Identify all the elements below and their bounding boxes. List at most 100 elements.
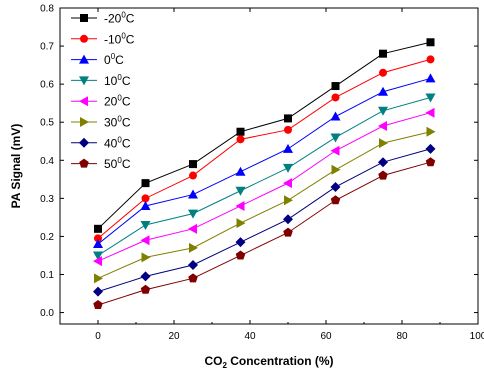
- y-tick-label: 0.4: [40, 156, 54, 167]
- data-point: [331, 82, 340, 91]
- legend-label-part: 20: [104, 95, 118, 109]
- data-point: [284, 195, 293, 206]
- data-point: [94, 273, 103, 284]
- series-line: [97, 41, 431, 230]
- legend-label-superscript: 0: [111, 52, 116, 61]
- legend-label: -200C: [104, 11, 135, 26]
- data-point: [283, 227, 293, 237]
- data-point: [235, 237, 246, 248]
- legend-item: 300C: [71, 115, 131, 130]
- x-tick-label: 100: [470, 331, 484, 342]
- data-point: [236, 135, 245, 144]
- x-axis-title-part: Concentration (%): [227, 354, 334, 368]
- legend-item: 00C: [71, 52, 124, 67]
- legend-label-part: C: [115, 53, 124, 67]
- data-point: [140, 200, 151, 210]
- data-point: [378, 170, 388, 180]
- data-point: [235, 186, 246, 196]
- data-point: [331, 164, 341, 175]
- data-point: [330, 145, 340, 156]
- legend-label-part: 30: [104, 116, 118, 130]
- legend-item: 100C: [71, 73, 131, 88]
- legend-label-part: C: [126, 12, 135, 26]
- legend-label-superscript: 0: [121, 11, 126, 20]
- series-6: [93, 143, 436, 297]
- data-point: [330, 195, 341, 205]
- data-point: [378, 121, 387, 132]
- y-tick-label: 0.8: [40, 4, 54, 15]
- data-point: [235, 250, 246, 260]
- data-point: [330, 181, 341, 192]
- series-line: [97, 148, 431, 293]
- legend-label-part: C: [122, 136, 131, 150]
- data-point: [236, 127, 245, 136]
- x-axis-title-subscript: 2: [222, 361, 227, 370]
- x-tick-label: 40: [244, 331, 256, 342]
- data-point: [93, 239, 103, 249]
- data-point: [284, 114, 292, 123]
- data-point: [425, 107, 435, 118]
- legend-label-part: C: [122, 95, 131, 109]
- data-point: [140, 284, 151, 294]
- data-point: [235, 166, 246, 176]
- data-point: [140, 235, 150, 246]
- legend-label-superscript: 0: [117, 135, 122, 144]
- x-tick-label: 60: [320, 331, 332, 342]
- data-point: [379, 68, 387, 77]
- x-axis-title-part: CO: [204, 354, 222, 368]
- data-point: [235, 200, 245, 211]
- data-point: [425, 143, 436, 154]
- legend-label: 200C: [104, 94, 131, 109]
- legend-marker: [80, 34, 88, 43]
- legend-label-superscript: 0: [117, 115, 122, 124]
- legend-label: 500C: [104, 156, 131, 171]
- legend-item: 200C: [71, 94, 131, 109]
- data-point: [188, 209, 198, 219]
- legend-label-superscript: 0: [117, 94, 122, 103]
- data-point: [93, 256, 102, 267]
- data-point: [93, 251, 103, 261]
- series-1: [94, 55, 435, 243]
- series-4: [93, 107, 435, 267]
- series-line: [97, 131, 431, 279]
- data-point: [283, 163, 293, 173]
- data-point: [140, 221, 151, 231]
- x-tick-label: 20: [168, 331, 180, 342]
- series-layer: [93, 38, 436, 310]
- legend-item: -200C: [71, 11, 135, 26]
- series-3: [93, 93, 436, 261]
- data-point: [188, 259, 198, 270]
- data-point: [189, 171, 197, 180]
- legend-label-part: 50: [104, 157, 118, 171]
- data-point: [378, 106, 388, 116]
- legend-marker: [80, 117, 89, 127]
- legend-marker: [79, 96, 88, 107]
- y-tick-label: 0.2: [40, 232, 54, 243]
- legend-label-part: C: [122, 157, 131, 171]
- x-tick-label: 0: [95, 331, 101, 342]
- data-point: [94, 234, 102, 243]
- legend-label-superscript: 0: [117, 73, 122, 82]
- legend-label: -100C: [104, 31, 135, 46]
- data-point: [140, 271, 151, 282]
- series-2: [93, 73, 436, 249]
- data-point: [378, 86, 388, 96]
- data-point: [189, 242, 198, 253]
- legend-marker: [79, 137, 89, 148]
- series-0: [94, 38, 435, 233]
- data-point: [426, 55, 435, 64]
- data-point: [426, 126, 436, 137]
- legend-label-part: -20: [104, 12, 122, 26]
- legend-label-part: -10: [104, 32, 122, 46]
- series-line: [97, 112, 431, 262]
- data-point: [284, 125, 292, 134]
- series-line: [97, 161, 431, 306]
- data-point: [379, 49, 387, 58]
- y-tick-label: 0.1: [40, 270, 54, 281]
- data-point: [283, 214, 293, 225]
- legend-label-part: C: [122, 74, 131, 88]
- legend-item: 500C: [71, 156, 131, 171]
- data-point: [283, 178, 292, 189]
